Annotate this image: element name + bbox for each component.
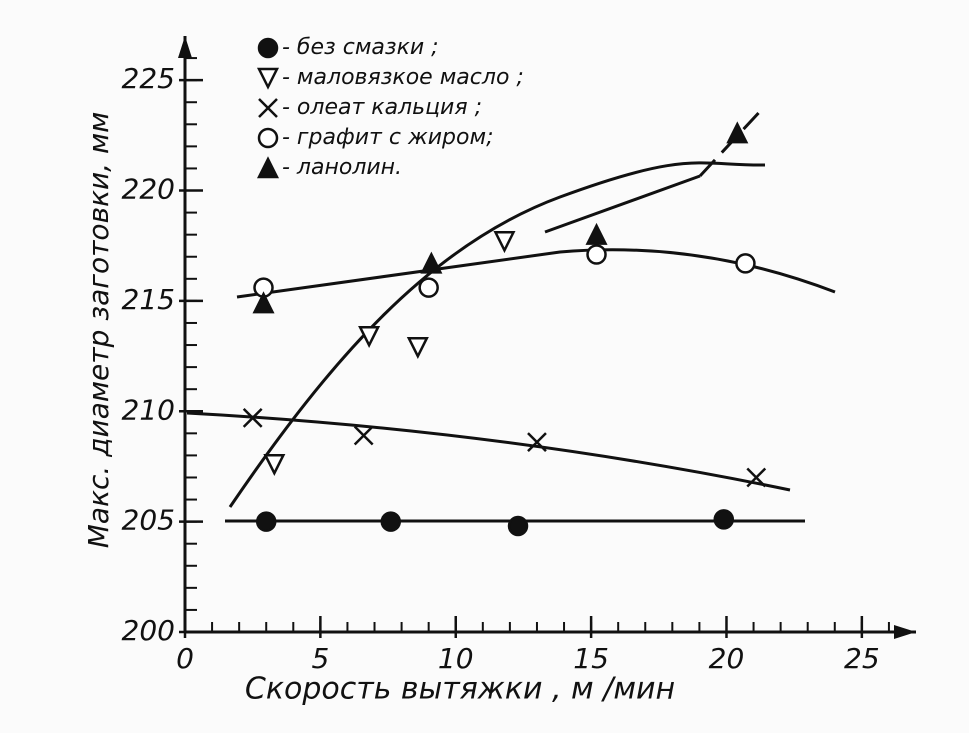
series [263, 231, 516, 477]
marker [746, 467, 767, 488]
marker [263, 453, 286, 477]
fit-curve [544, 174, 701, 234]
legend-label: - олеат кальция ; [282, 95, 482, 120]
legend-marker [257, 37, 279, 59]
marker [507, 515, 529, 537]
fit-curves [186, 104, 836, 523]
series [242, 407, 767, 488]
y-tick-label: 205 [122, 504, 175, 537]
marker [418, 277, 439, 298]
x-arrow [894, 625, 916, 639]
legend-label: - ланолин. [282, 155, 402, 180]
marker [527, 432, 547, 453]
legend-label: - без смазки ; [282, 35, 439, 60]
x-tick-label: 25 [844, 642, 880, 675]
y-tick-label: 200 [122, 614, 175, 647]
series [253, 244, 756, 298]
x-tick-label: 20 [709, 642, 745, 675]
fit-curve [228, 161, 766, 508]
marker [353, 425, 374, 446]
marker [735, 253, 756, 274]
marker [242, 407, 263, 428]
legend-marker [257, 127, 279, 149]
y-arrow [178, 36, 192, 58]
marker [493, 231, 516, 254]
legend-label: - графит с жиром; [282, 125, 494, 150]
legend-marker [258, 98, 278, 118]
legend-label: - маловязкое масло ; [282, 65, 524, 90]
marker [252, 291, 275, 314]
fit-curve [236, 248, 836, 299]
marker [406, 336, 429, 360]
y-tick-label: 220 [122, 173, 175, 206]
series [255, 509, 735, 537]
series [252, 121, 749, 314]
marker [420, 251, 443, 274]
marker [255, 511, 277, 532]
x-tick-label: 0 [176, 642, 194, 675]
y-tick-label: 215 [122, 283, 175, 316]
y-axis-title: Макс. диаметр заготовки, мм [82, 112, 115, 548]
fit-curve [186, 411, 791, 492]
y-tick-label: 225 [122, 62, 175, 95]
marker [713, 509, 735, 530]
marker [380, 511, 402, 532]
marker [358, 325, 381, 349]
legend-marker [256, 156, 280, 179]
legend-marker [256, 67, 280, 90]
marker [726, 121, 749, 144]
x-tick-label: 15 [573, 642, 609, 675]
x-axis-title: Скорость вытяжки , м /мин [245, 672, 675, 707]
x-tick-label: 5 [311, 642, 329, 675]
marker [585, 222, 608, 245]
marker [586, 244, 607, 265]
y-tick-label: 210 [122, 393, 175, 426]
x-tick-label: 10 [438, 642, 474, 675]
